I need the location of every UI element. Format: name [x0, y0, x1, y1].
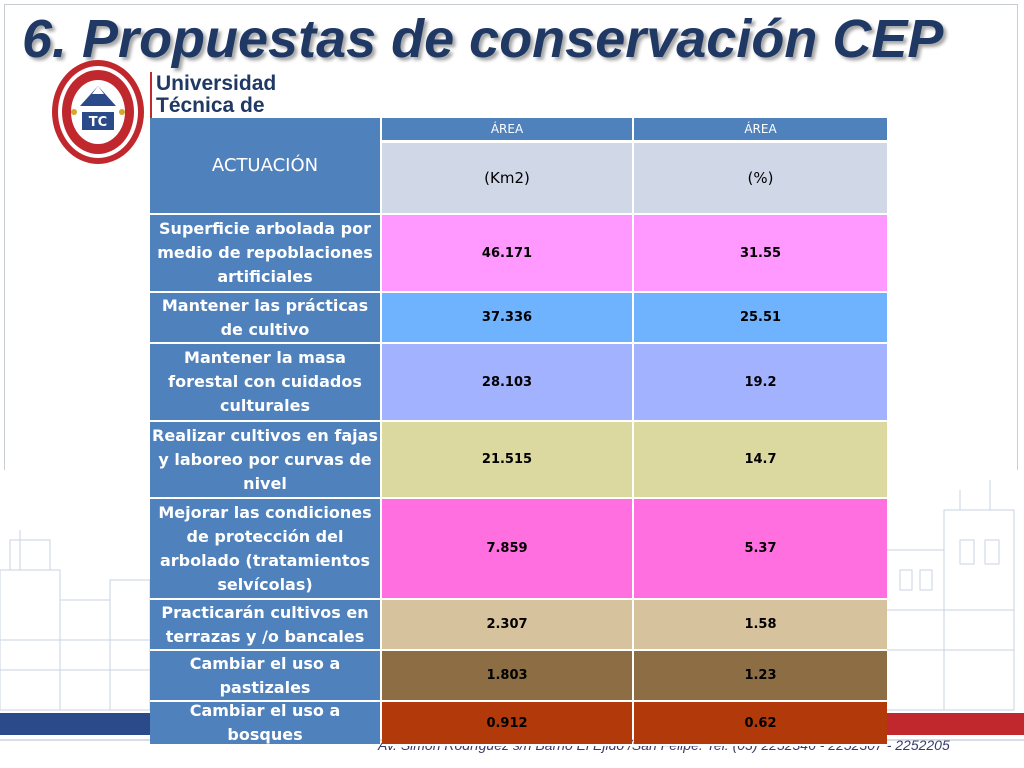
svg-text:TC: TC — [89, 115, 107, 130]
area-km2-cell: 0.912 — [382, 702, 632, 746]
header-unit-pct: (%) — [634, 143, 887, 215]
actuacion-cell: Superficie arbolada por medio de repobla… — [150, 215, 380, 293]
area-pct-cell: 25.51 — [634, 293, 887, 344]
actuacion-cell: Mantener la masa forestal con cuidados c… — [150, 344, 380, 422]
area-pct-cell: 0.62 — [634, 702, 887, 746]
area-km2-cell: 37.336 — [382, 293, 632, 344]
header-area-km2: ÁREA — [382, 118, 632, 143]
logo-divider — [150, 72, 152, 120]
university-name-line-1: Universidad — [156, 72, 277, 95]
header-unit-km2: (Km2) — [382, 143, 632, 215]
footer-bar-red — [882, 713, 1024, 735]
conservation-proposals-table: ACTUACIÓN ÁREA ÁREA (Km2) (%) Superficie… — [150, 118, 887, 746]
university-name-line-2: Técnica de — [156, 94, 265, 117]
university-name: Universidad Técnica de — [156, 73, 276, 117]
area-km2-cell: 1.803 — [382, 651, 632, 702]
actuacion-cell: Realizar cultivos en fajas y laboreo por… — [150, 422, 380, 499]
actuacion-cell: Practicarán cultivos en terrazas y /o ba… — [150, 600, 380, 651]
area-km2-cell: 7.859 — [382, 499, 632, 600]
university-seal-logo: TC — [52, 60, 144, 164]
area-pct-cell: 1.23 — [634, 651, 887, 702]
area-km2-cell: 46.171 — [382, 215, 632, 293]
actuacion-cell: Mantener las prácticas de cultivo — [150, 293, 380, 344]
area-pct-cell: 14.7 — [634, 422, 887, 499]
area-km2-cell: 2.307 — [382, 600, 632, 651]
header-area-pct: ÁREA — [634, 118, 887, 143]
actuacion-cell: Cambiar el uso a bosques — [150, 701, 380, 746]
footer-bar-blue — [0, 713, 150, 735]
area-pct-cell: 5.37 — [634, 499, 887, 600]
actuacion-cell: Mejorar las condiciones de protección de… — [150, 499, 380, 600]
actuacion-cell: Cambiar el uso a pastizales — [150, 651, 380, 702]
area-pct-cell: 1.58 — [634, 600, 887, 651]
area-pct-cell: 31.55 — [634, 215, 887, 293]
header-actuacion: ACTUACIÓN — [150, 118, 380, 215]
area-km2-cell: 21.515 — [382, 422, 632, 499]
slide-title: 6. Propuestas de conservación CEP — [22, 9, 944, 69]
area-pct-cell: 19.2 — [634, 344, 887, 422]
area-km2-cell: 28.103 — [382, 344, 632, 422]
